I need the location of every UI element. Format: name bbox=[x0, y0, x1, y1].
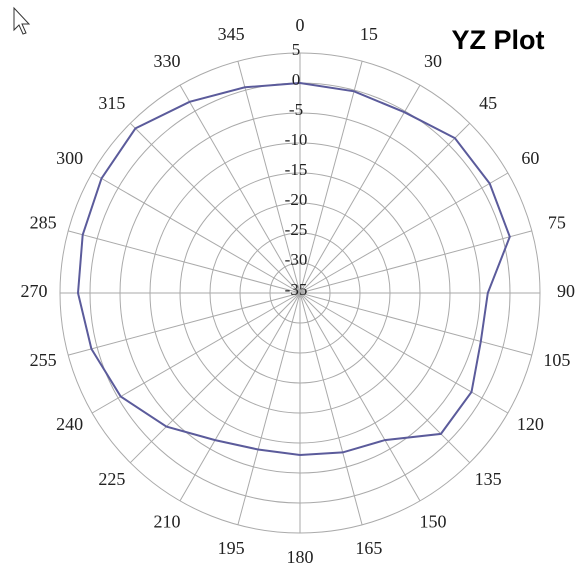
grid-spoke bbox=[129, 292, 301, 464]
theta-tick-label: 135 bbox=[475, 469, 502, 489]
theta-tick-label: 45 bbox=[479, 93, 497, 113]
grid-spoke bbox=[299, 292, 471, 464]
grid-spoke bbox=[129, 122, 301, 294]
theta-tick-label: 345 bbox=[218, 24, 245, 44]
grid-spoke bbox=[91, 292, 301, 414]
r-tick-label: -10 bbox=[285, 130, 308, 149]
grid-spoke bbox=[299, 292, 532, 356]
chart-title: YZ Plot bbox=[452, 25, 545, 55]
grid-spoke bbox=[299, 292, 509, 414]
theta-tick-label: 285 bbox=[30, 212, 57, 232]
grid-spoke bbox=[68, 292, 301, 356]
theta-tick-label: 150 bbox=[420, 511, 447, 531]
grid-spoke bbox=[179, 292, 301, 502]
r-tick-label: -20 bbox=[285, 190, 308, 209]
grid-spoke bbox=[91, 172, 301, 294]
grid bbox=[59, 52, 541, 534]
r-tick-label: 0 bbox=[292, 70, 301, 89]
theta-tick-label: 60 bbox=[521, 148, 539, 168]
series-line bbox=[76, 81, 511, 457]
theta-tick-label: 120 bbox=[517, 414, 544, 434]
plot bbox=[76, 81, 511, 457]
grid-spoke bbox=[179, 84, 301, 294]
theta-tick-label: 300 bbox=[56, 148, 83, 168]
theta-tick-label: 270 bbox=[21, 281, 48, 301]
theta-tick-label: 15 bbox=[360, 24, 378, 44]
theta-tick-label: 255 bbox=[30, 350, 57, 370]
theta-tick-label: 90 bbox=[557, 281, 575, 301]
grid-spoke bbox=[299, 292, 363, 525]
grid-spoke bbox=[299, 292, 421, 502]
r-tick-label: -30 bbox=[285, 250, 308, 269]
theta-tick-label: 165 bbox=[355, 538, 382, 558]
labels: 0 15 30 45 60 75 90 105 120 135 150 165 180 195 210 225… bbox=[21, 15, 576, 567]
theta-tick-label: 75 bbox=[548, 212, 566, 232]
grid-spoke bbox=[68, 230, 301, 294]
theta-tick-label: 225 bbox=[98, 469, 125, 489]
theta-tick-label: 180 bbox=[287, 547, 314, 567]
grid-spoke bbox=[299, 122, 471, 294]
r-tick-label: 5 bbox=[292, 40, 301, 59]
grid-spoke bbox=[299, 172, 509, 294]
grid-spoke bbox=[237, 61, 301, 294]
theta-tick-label: 210 bbox=[154, 511, 181, 531]
theta-tick-label: 315 bbox=[98, 93, 125, 113]
theta-tick-label: 30 bbox=[424, 51, 442, 71]
r-tick-label: -35 bbox=[285, 280, 308, 299]
r-tick-label: -15 bbox=[285, 160, 308, 179]
theta-tick-label: 195 bbox=[218, 538, 245, 558]
grid-spoke bbox=[299, 61, 363, 294]
grid-spoke bbox=[237, 292, 301, 525]
grid-spoke bbox=[299, 230, 532, 294]
theta-tick-label: 240 bbox=[56, 414, 83, 434]
r-tick-label: -25 bbox=[285, 220, 308, 239]
theta-tick-label: 105 bbox=[543, 350, 570, 370]
theta-tick-label: 330 bbox=[154, 51, 181, 71]
r-tick-label: -5 bbox=[289, 100, 303, 119]
grid-spoke bbox=[299, 84, 421, 294]
cursor bbox=[13, 6, 31, 35]
theta-tick-label: 0 bbox=[296, 15, 305, 35]
